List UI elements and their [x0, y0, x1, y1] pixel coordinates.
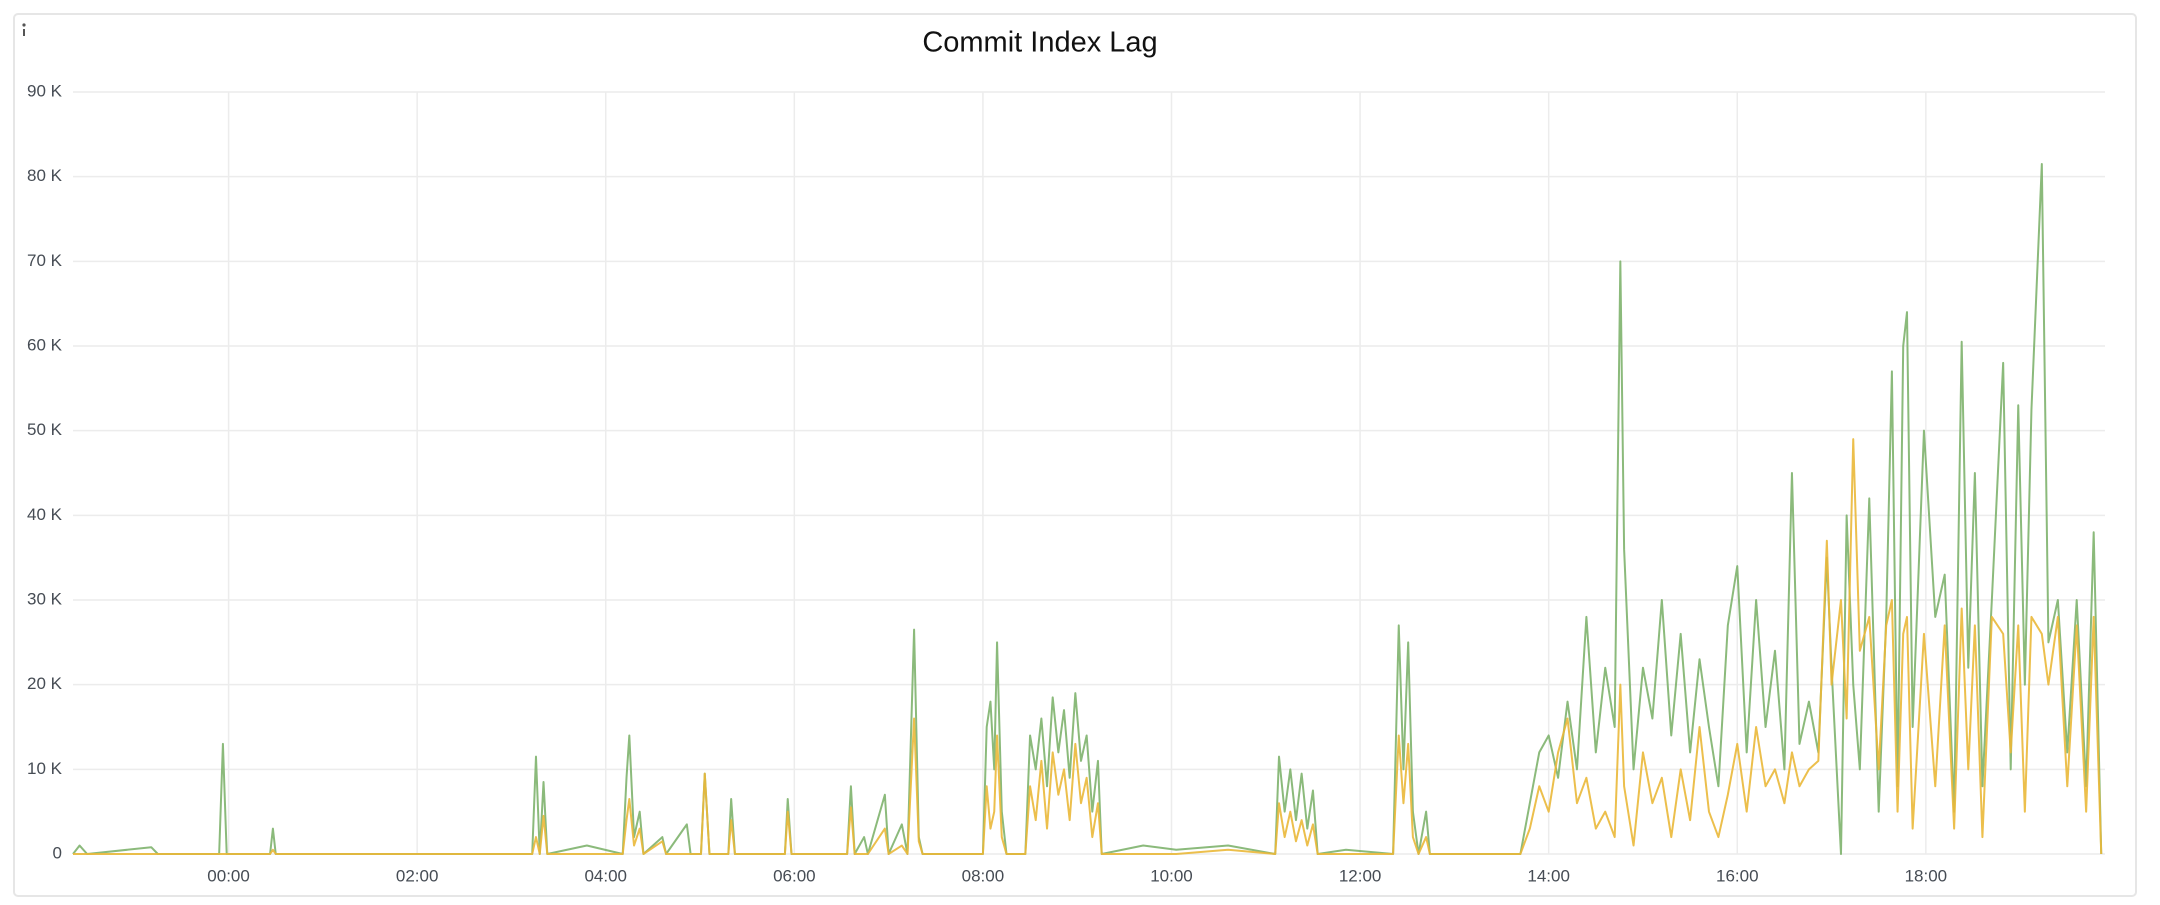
chart-title: Commit Index Lag [922, 27, 1157, 59]
x-tick-label: 10:00 [1150, 866, 1193, 885]
x-tick-label: 02:00 [396, 866, 439, 885]
y-tick-label: 20 K [27, 674, 63, 693]
x-tick-label: 00:00 [207, 866, 250, 885]
info-icon[interactable] [22, 23, 26, 36]
panel [13, 13, 2137, 897]
y-tick-label: 90 K [27, 81, 63, 100]
x-tick-label: 04:00 [584, 866, 627, 885]
y-tick-label: 30 K [27, 589, 63, 608]
x-tick-label: 16:00 [1716, 866, 1759, 885]
y-tick-label: 10 K [27, 759, 63, 778]
x-tick-label: 08:00 [962, 866, 1005, 885]
y-tick-label: 50 K [27, 420, 63, 439]
y-tick-label: 70 K [27, 251, 63, 270]
series-line [73, 438, 2103, 855]
y-tick-label: 60 K [27, 335, 63, 354]
x-tick-label: 12:00 [1339, 866, 1382, 885]
y-tick-label: 40 K [27, 505, 63, 524]
x-tick-label: 14:00 [1527, 866, 1570, 885]
y-tick-label: 0 [53, 843, 62, 862]
x-tick-label: 18:00 [1905, 866, 1948, 885]
y-tick-label: 80 K [27, 166, 63, 185]
x-tick-label: 06:00 [773, 866, 816, 885]
